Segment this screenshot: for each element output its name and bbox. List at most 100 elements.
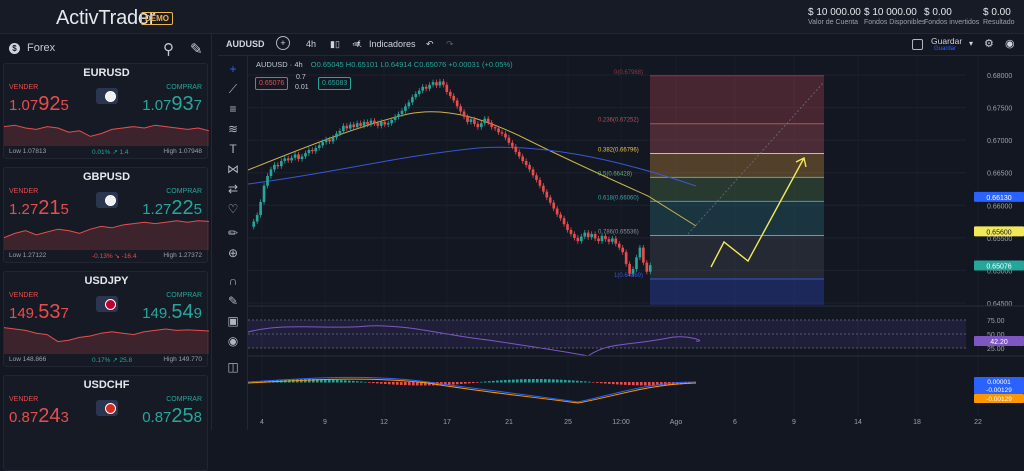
macd-histogram-bar (376, 382, 379, 384)
sell-label: VENDER (9, 396, 39, 403)
macd-histogram-bar (536, 379, 539, 383)
fib-trend-line (687, 81, 825, 235)
trend-line-icon[interactable]: ⟋ (228, 82, 238, 96)
candle-body (448, 91, 452, 96)
fib-zone (650, 278, 824, 305)
buy-price-button[interactable]: 1.27225 (142, 197, 202, 219)
edit-pencil-icon[interactable]: ✎ (190, 41, 203, 58)
low-value: Low 1.27122 (9, 252, 47, 259)
x-tick-label: Ago (670, 419, 683, 426)
candle-body (576, 237, 580, 242)
pen-icon[interactable]: ✎ (227, 294, 239, 308)
sell-price-button[interactable]: 1.27215 (9, 197, 69, 219)
sparkline-line (4, 220, 209, 239)
macd-histogram-bar (352, 380, 355, 383)
timeframe-selector[interactable]: 4h (306, 39, 317, 49)
undo-icon[interactable]: ↶ (426, 39, 434, 49)
macd-histogram-bar (580, 381, 583, 383)
compare-icon[interactable]: ≔ (352, 39, 361, 49)
instrument-card-gbpusd[interactable]: GBPUSD VENDER COMPRAR 1.27215 1.27225 Low 1.2… (3, 167, 209, 263)
buy-price-button[interactable]: 0.87258 (142, 405, 202, 427)
instrument-card-usdchf[interactable]: USDCHF VENDER COMPRAR 0.87243 0.87258 (3, 375, 208, 471)
eye-icon[interactable]: ◉ (227, 334, 239, 348)
macd-histogram-bar (456, 382, 459, 385)
sell-price-box[interactable]: 0.65076 (255, 77, 289, 90)
sell-price-button[interactable]: 0.87243 (9, 405, 69, 427)
indicators-button[interactable]: Indicadores (369, 39, 416, 49)
macd-histogram-bar (320, 379, 323, 383)
high-value: High 149.770 (163, 356, 202, 363)
sell-price-button[interactable]: 1.07925 (9, 93, 69, 115)
fibonacci-icon[interactable]: ⇄ (227, 182, 239, 196)
sell-price-button[interactable]: 149.537 (9, 301, 69, 323)
buy-price-box[interactable]: 0.65083 (318, 77, 352, 90)
price-chart[interactable]: 0.68000 0.67500 0.67000 0.66500 0.66000 0.655… (248, 56, 1024, 430)
candle-body (259, 202, 262, 216)
macd-histogram-bar (524, 379, 527, 383)
save-dropdown-icon[interactable]: ▾ (969, 39, 974, 48)
pattern-icon[interactable]: ⋈ (227, 162, 239, 176)
crosshair-icon[interactable]: + (229, 62, 237, 76)
macd-histogram-bar (676, 382, 679, 385)
ruler-icon[interactable]: ✏ (227, 226, 239, 240)
sidebar-header: $ Forex ⚲ ✎ (0, 34, 212, 62)
trash-icon[interactable]: ◫ (227, 360, 239, 374)
save-button[interactable]: Guardar (931, 36, 963, 46)
x-tick-label: 17 (443, 419, 451, 426)
symbol-selector[interactable]: AUDUSD (226, 39, 265, 49)
redo-icon[interactable]: ↷ (446, 39, 454, 49)
camera-icon[interactable]: ◉ (1005, 38, 1015, 50)
candle-body (573, 233, 576, 238)
macd-histogram-bar (680, 382, 683, 385)
magnet-icon[interactable]: ∩ (228, 274, 238, 288)
lock-icon[interactable]: ▣ (227, 314, 239, 328)
macd-line (248, 376, 697, 403)
sell-label: VENDER (9, 84, 39, 91)
candle-body (417, 90, 421, 94)
fib-level-label: 0.618(0.66060) (598, 195, 639, 201)
candle-body (517, 151, 521, 157)
layout-checkbox[interactable] (912, 39, 923, 50)
demo-badge: DEMO (141, 12, 173, 25)
buy-price-button[interactable]: 1.07937 (142, 93, 202, 115)
fib-zone (650, 153, 824, 178)
instrument-card-usdjpy[interactable]: USDJPY VENDER COMPRAR 149.537 149.549 Low 148… (3, 271, 209, 367)
rsi-level-label: 75.00 (987, 318, 1005, 325)
text-icon[interactable]: T (229, 142, 237, 156)
macd-histogram-bar (460, 382, 463, 384)
zoom-icon[interactable]: ⊕ (227, 246, 239, 260)
candle-body (252, 221, 256, 227)
macd-histogram-bar (508, 379, 511, 383)
candle-body (600, 235, 604, 242)
macd-histogram-bar (412, 382, 415, 386)
add-symbol-button[interactable]: + (276, 36, 290, 50)
macd-signal-line (248, 378, 697, 404)
candle-body (359, 123, 362, 126)
macd-histogram-bar (340, 380, 343, 383)
candle-body (514, 146, 518, 152)
candle-body (490, 122, 493, 128)
macd-histogram-bar (380, 382, 383, 384)
horizontal-lines-icon[interactable]: ≡ (229, 102, 237, 116)
candle-body (335, 133, 338, 138)
fib-level-label: 0.236(0.67252) (598, 118, 639, 124)
candle-body (455, 100, 459, 107)
channel-icon[interactable]: ≋ (227, 122, 239, 136)
settings-gear-icon[interactable]: ⚙ (984, 38, 994, 50)
candle-body (621, 247, 625, 253)
instrument-card-eurusd[interactable]: EURUSD VENDER COMPRAR 1.07925 1.07937 Low 1.0… (3, 63, 209, 159)
sidebar-title[interactable]: Forex (27, 42, 56, 54)
macd-histogram-bar (588, 381, 591, 383)
macd-histogram-bar (344, 380, 347, 383)
chart-type-icon[interactable]: ▮▯ (330, 39, 340, 49)
function-icon[interactable]: f. (357, 39, 363, 49)
buy-price-button[interactable]: 149.549 (142, 301, 202, 323)
price-tag-label: 0.65600 (986, 229, 1011, 236)
macd-histogram-bar (312, 379, 315, 383)
change-value: -0.13% ↘ -16.4 (92, 253, 137, 260)
heart-icon[interactable]: ♡ (227, 202, 239, 216)
macd-histogram-bar (504, 380, 507, 383)
account-value: $ 10 000.00 Valor de Cuenta (808, 7, 861, 26)
y-tick-label: 0.66500 (987, 171, 1012, 178)
search-icon[interactable]: ⚲ (163, 41, 174, 58)
